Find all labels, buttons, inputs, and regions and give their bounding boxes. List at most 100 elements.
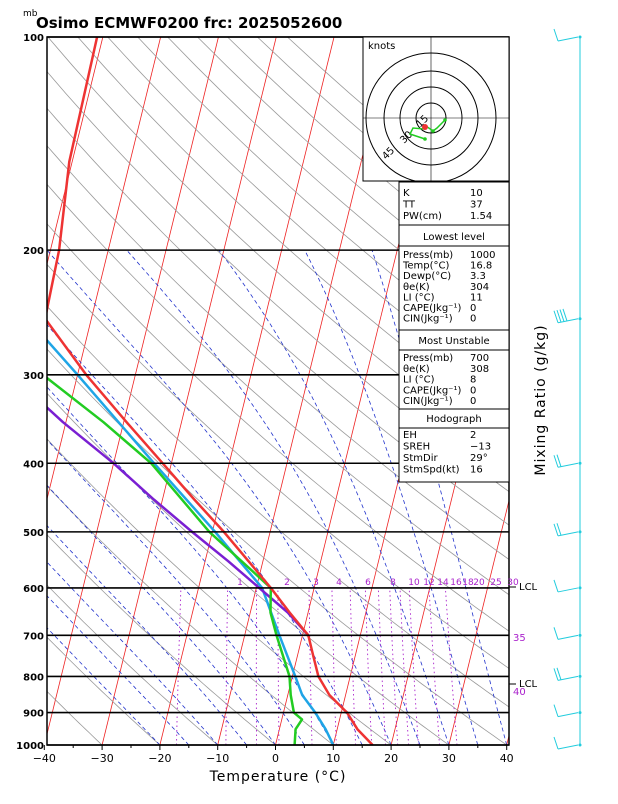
hodograph-params-row-key: StmSpd(kt) [403,465,460,476]
most-unstable-row-value: 0 [470,396,476,407]
mixing-ratio-label: 16 [450,578,462,588]
x-tick-label: 0 [272,752,279,765]
lowest-level-row-value: 11 [470,292,483,303]
y-axis-label: Mixing Ratio (g/kg) [533,324,549,475]
lowest-level-title: Lowest level [423,232,485,243]
lowest-level-row-key: LI (°C) [403,292,435,303]
mixing-ratio-label: 4 [336,578,342,588]
mixing-ratio-line [445,588,457,745]
pressure-tick-label: 700 [23,631,44,642]
lowest-level-row-key: CIN(Jkg⁻¹) [403,314,453,325]
dry-adiabat [0,37,333,745]
index-row-value: 37 [470,200,483,211]
most-unstable-row-value: 700 [470,353,489,364]
hodograph-units: knots [368,41,395,52]
temperature-profile [45,37,373,745]
wind-barb-shaft [558,635,578,639]
index-row-key: PW(cm) [403,211,442,222]
lowest-level-row-key: θe(K) [403,282,430,293]
mixing-ratio-label: 3 [313,578,319,588]
side-value-35: 35 [513,633,526,644]
lowest-level-row-value: 1000 [470,250,495,261]
hodograph-params-row-key: SREH [403,442,430,453]
most-unstable-row-value: 8 [470,375,476,386]
hodograph-params-row-value: 29° [470,453,488,464]
dry-adiabat [0,37,391,745]
wind-level-dot [579,586,582,589]
mixing-ratio-line [278,588,279,745]
x-tick-label: −40 [33,752,56,765]
wind-barb-flag [554,627,558,639]
hodograph-point [431,129,435,133]
wind-barb-flag [554,737,558,749]
pressure-tick-label: 800 [23,672,44,683]
x-tick-label: 40 [500,752,514,765]
mixing-ratio-label: 25 [490,578,501,588]
moist-adiabat [0,250,189,745]
mixing-ratio-line [177,588,181,745]
wind-barb-flag [554,29,558,41]
x-tick-label: 30 [442,752,456,765]
mixing-ratio-line [309,588,312,745]
most-unstable-row-key: θe(K) [403,364,430,375]
hodograph-params-row-key: StmDir [403,453,438,464]
mixing-ratio-line [390,588,398,745]
x-tick-label: −20 [148,752,171,765]
wind-profile [554,29,582,749]
wind-barb-shaft [558,745,578,749]
pressure-tick-label: 1000 [16,741,44,752]
index-row-value: 1.54 [470,211,492,222]
pressure-tick-label: 400 [23,459,44,470]
most-unstable-row-key: Press(mb) [403,353,453,364]
hodograph-point [423,137,427,141]
mixing-ratio-label: 8 [390,578,396,588]
index-row-value: 10 [470,188,483,199]
chart-title: Osimo ECMWF0200 frc: 2025052600 [36,14,342,32]
hodograph-params-row-value: 2 [470,430,476,441]
x-tick-label: 20 [384,752,398,765]
isotherm [0,37,103,745]
mixing-ratio-label: 2 [284,578,290,588]
wind-barb-shaft [558,588,578,592]
lowest-level-row-key: Press(mb) [403,250,453,261]
mixing-ratio-label: 14 [437,578,449,588]
wind-level-dot [579,675,582,678]
dewpoint-profile [0,37,302,745]
wind-barb-flag [554,580,558,592]
wind-level-dot [579,744,582,747]
pressure-tick-label: 900 [23,709,44,720]
mixing-ratio-label: 12 [423,578,434,588]
lowest-level-row-value: 3.3 [470,271,486,282]
wind-barb-shaft [558,713,578,717]
wind-level-dot [579,317,582,320]
most-unstable-row-key: CIN(Jkg⁻¹) [403,396,453,407]
x-tick-label: 10 [326,752,340,765]
most-unstable-row-key: LI (°C) [403,375,435,386]
lowest-level-row-value: 0 [470,303,476,314]
pressure-tick-label: 500 [23,528,44,539]
wind-barb-shaft [558,37,578,41]
index-row-key: TT [402,200,416,211]
hodograph-params-title: Hodograph [426,414,481,425]
moist-adiabat [0,250,160,745]
hodograph-params-row-key: EH [403,430,417,441]
hodograph-point [443,118,447,122]
most-unstable-row-value: 308 [470,364,489,375]
x-axis-label: Temperature (°C) [209,769,347,785]
mixing-ratio-label: 6 [365,578,371,588]
lowest-level-row-value: 0 [470,314,476,325]
wind-level-dot [579,634,582,637]
mixing-ratio-label: 20 [473,578,485,588]
pressure-tick-label: 200 [23,246,44,257]
indices-table: K 10 TT 37 PW(cm) 1.54 Lowest level Press(mb) 10… [399,182,509,482]
index-row-key: K [403,188,410,199]
mixing-ratio-label: 18 [462,578,474,588]
pressure-tick-label: 100 [23,33,44,44]
most-unstable-row-value: 0 [470,385,476,396]
wind-level-dot [579,530,582,533]
most-unstable-title: Most Unstable [418,336,489,347]
wind-level-dot [579,36,582,39]
